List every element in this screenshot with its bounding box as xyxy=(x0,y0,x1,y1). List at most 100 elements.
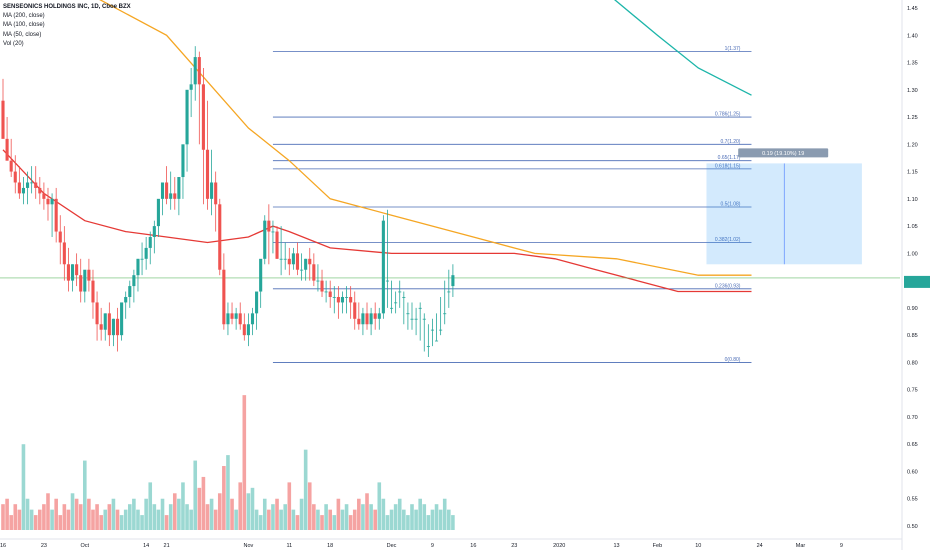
candle-body xyxy=(111,318,115,336)
volume-bar xyxy=(144,498,148,530)
volume-bar xyxy=(209,498,214,530)
candle-body xyxy=(324,291,328,293)
time-tick-label: 21 xyxy=(164,543,170,549)
volume-bar xyxy=(246,493,251,530)
price-tick-label: 1.30 xyxy=(907,88,918,94)
candle-body xyxy=(246,324,250,336)
volume-bar xyxy=(5,498,9,530)
candle-body xyxy=(242,324,246,336)
candle-body xyxy=(394,302,398,304)
fib-level-label: 0.7(1.20) xyxy=(720,139,740,145)
volume-bar xyxy=(295,515,300,530)
candle-body xyxy=(91,280,95,303)
candle-body xyxy=(385,280,390,282)
candle-body xyxy=(42,193,46,199)
candle-body xyxy=(426,346,430,347)
candle-body xyxy=(279,258,283,260)
candle-body xyxy=(160,182,165,199)
price-tick-label: 1.45 xyxy=(907,6,918,12)
fib-level-label: 0.382(1.02) xyxy=(715,237,741,243)
volume-bar xyxy=(336,498,341,530)
volume-bar xyxy=(1,504,5,530)
volume-bar xyxy=(438,509,443,530)
volume-bar xyxy=(291,509,296,530)
candle-body xyxy=(418,307,422,309)
candle-body xyxy=(21,187,25,194)
candle-body xyxy=(181,144,185,178)
volume-bar xyxy=(312,504,316,530)
candle-body xyxy=(439,329,443,331)
volume-bar xyxy=(29,509,34,530)
volume-bar xyxy=(373,509,377,530)
volume-bar xyxy=(38,509,42,530)
price-tick-label: 0.90 xyxy=(907,306,918,312)
volume-bar xyxy=(410,504,414,530)
volume-bar xyxy=(307,482,312,530)
volume-bar xyxy=(164,515,169,530)
volume-bar xyxy=(234,509,238,530)
volume-bar xyxy=(442,498,447,530)
volume-bar xyxy=(406,515,410,530)
chart-legend: SENSEONICS HOLDINGS INC, 1D, Cboe BZX MA… xyxy=(3,3,131,49)
candle-body xyxy=(295,253,300,270)
price-tick-label: 1.35 xyxy=(907,61,918,67)
volume-bar xyxy=(177,498,181,530)
price-tick-label: 1.05 xyxy=(907,224,918,230)
candle-body xyxy=(210,182,214,199)
volume-bar xyxy=(74,498,79,530)
candle-body xyxy=(54,198,58,232)
volume-bar xyxy=(426,515,431,530)
volume-bars xyxy=(1,395,455,530)
candle-body xyxy=(222,269,226,325)
volume-bar xyxy=(160,498,165,530)
candle-body xyxy=(5,138,9,161)
volume-bar xyxy=(87,498,91,530)
candle-body xyxy=(250,313,255,325)
time-tick-label: 2020 xyxy=(553,543,565,549)
candle-body xyxy=(259,258,263,292)
candle-body xyxy=(410,318,414,320)
volume-bar xyxy=(230,498,234,530)
candle-body xyxy=(185,89,189,145)
volume-bar xyxy=(254,509,259,530)
candle-body xyxy=(132,275,136,287)
volume-bar xyxy=(262,498,267,530)
candle-body xyxy=(197,57,201,85)
volume-bar xyxy=(226,455,230,530)
volume-bar xyxy=(62,504,67,530)
legend-ma100[interactable]: MA (100, close) xyxy=(3,22,45,29)
time-tick-label: 23 xyxy=(41,543,47,549)
candle-body xyxy=(173,193,177,199)
last-price-tag[interactable] xyxy=(904,275,930,288)
candle-body xyxy=(287,258,291,265)
volume-bar xyxy=(397,498,402,530)
volume-bar xyxy=(21,444,26,530)
volume-bar xyxy=(303,449,308,530)
volume-bar xyxy=(258,515,263,530)
time-tick-label: 9 xyxy=(431,543,434,549)
legend-ma200[interactable]: MA (200, close) xyxy=(3,13,45,20)
candle-body xyxy=(17,182,21,194)
volume-bar xyxy=(267,509,271,530)
candle-body xyxy=(58,231,62,243)
volume-bar xyxy=(193,460,198,530)
price-tick-label: 0.60 xyxy=(907,469,918,475)
volume-bar xyxy=(434,504,439,530)
volume-bar xyxy=(316,509,320,530)
legend-ma50[interactable]: MA (50, close) xyxy=(3,31,42,38)
price-range-measure[interactable]: 0.19 (19.10%) 19 xyxy=(706,148,862,265)
candle-body xyxy=(414,318,418,320)
volume-bar xyxy=(320,515,324,530)
fibonacci-retracement[interactable]: 1(1.37) 0.786(1.25) 0.7(1.20) 0.65(1.17) 0.6… xyxy=(272,46,752,363)
volume-bar xyxy=(451,515,455,530)
volume-bar xyxy=(393,504,398,530)
volume-bar xyxy=(91,509,95,530)
candle-body xyxy=(136,258,140,276)
candle-body xyxy=(291,253,295,265)
legend-volume[interactable]: Vol (20) xyxy=(3,40,24,47)
candle-body xyxy=(230,313,234,319)
candle-body xyxy=(312,264,316,281)
